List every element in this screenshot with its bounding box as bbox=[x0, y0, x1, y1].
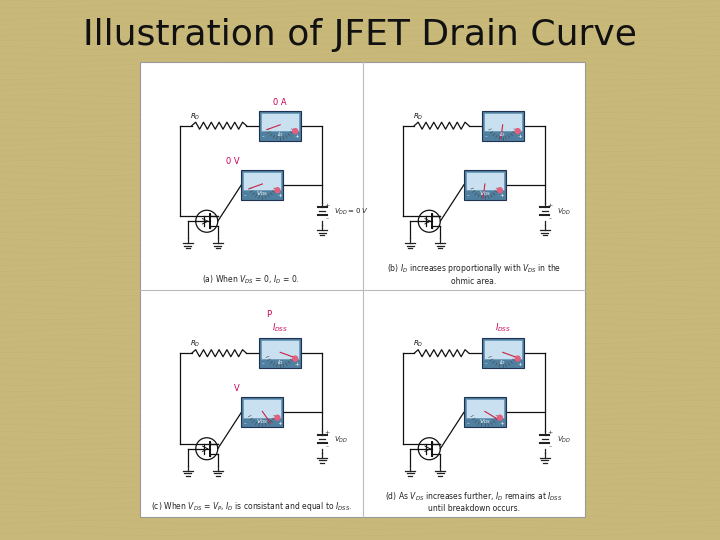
Text: $I_D$: $I_D$ bbox=[499, 357, 506, 367]
Bar bbox=[464, 397, 506, 427]
Circle shape bbox=[275, 415, 280, 420]
Text: $R_D$: $R_D$ bbox=[190, 339, 201, 349]
Text: P: P bbox=[266, 310, 271, 319]
Text: –: – bbox=[549, 217, 552, 221]
Text: $R_D$: $R_D$ bbox=[413, 339, 423, 349]
Circle shape bbox=[516, 129, 520, 133]
Text: $V_{DD}= 0\ V$: $V_{DD}= 0\ V$ bbox=[335, 207, 369, 217]
Circle shape bbox=[292, 129, 297, 133]
Text: –: – bbox=[485, 134, 487, 139]
Text: (c) When $V_{DS}$ = $V_P$, $I_D$ is consistant and equal to $I_{DSS}$.: (c) When $V_{DS}$ = $V_P$, $I_D$ is cons… bbox=[150, 500, 352, 513]
Text: $I_{DSS}$: $I_{DSS}$ bbox=[272, 322, 288, 334]
Text: 0 A: 0 A bbox=[274, 98, 287, 107]
Text: –: – bbox=[549, 444, 552, 449]
Text: –: – bbox=[244, 421, 247, 426]
Text: $R_D$: $R_D$ bbox=[413, 112, 423, 122]
Text: $R_D$: $R_D$ bbox=[190, 112, 201, 122]
Text: $V_{DD}$: $V_{DD}$ bbox=[335, 435, 348, 444]
Text: (a) When $V_{DS}$ = 0, $I_D$ = 0.: (a) When $V_{DS}$ = 0, $I_D$ = 0. bbox=[202, 273, 300, 286]
Text: $V_{DS}$: $V_{DS}$ bbox=[479, 417, 491, 426]
Bar bbox=[140, 62, 585, 517]
Text: $V_{DS}$: $V_{DS}$ bbox=[479, 190, 491, 198]
Circle shape bbox=[498, 188, 503, 193]
Bar bbox=[484, 113, 522, 131]
Circle shape bbox=[498, 415, 503, 420]
Text: –: – bbox=[467, 421, 469, 426]
Text: –: – bbox=[485, 362, 487, 367]
Bar bbox=[484, 340, 522, 359]
Text: +: + bbox=[325, 430, 330, 435]
Bar bbox=[243, 172, 282, 191]
Text: +: + bbox=[547, 430, 552, 435]
Bar bbox=[241, 397, 284, 427]
Text: +: + bbox=[294, 134, 300, 139]
Text: +: + bbox=[547, 202, 552, 207]
Bar bbox=[261, 340, 300, 359]
Text: +: + bbox=[294, 362, 300, 367]
Text: $V_{DD}$: $V_{DD}$ bbox=[557, 207, 571, 217]
Bar bbox=[466, 172, 504, 191]
Text: (b) $I_D$ increases proportionally with $V_{DS}$ in the
ohmic area.: (b) $I_D$ increases proportionally with … bbox=[387, 262, 561, 286]
Text: +: + bbox=[500, 193, 504, 198]
Circle shape bbox=[275, 188, 280, 193]
Text: –: – bbox=[262, 134, 264, 139]
Text: –: – bbox=[262, 362, 264, 367]
Text: $V_{DS}$: $V_{DS}$ bbox=[256, 417, 269, 426]
Text: –: – bbox=[326, 444, 329, 449]
Bar bbox=[243, 400, 282, 418]
Text: +: + bbox=[325, 202, 330, 207]
Text: +: + bbox=[277, 421, 282, 426]
Bar bbox=[261, 113, 300, 131]
Text: $V_{DD}$: $V_{DD}$ bbox=[557, 435, 571, 444]
Text: V: V bbox=[233, 384, 239, 393]
Bar bbox=[482, 111, 523, 141]
Text: –: – bbox=[467, 193, 469, 198]
Text: $I_D$: $I_D$ bbox=[499, 130, 506, 139]
Text: –: – bbox=[326, 217, 329, 221]
Bar bbox=[241, 170, 284, 200]
Text: –: – bbox=[244, 193, 247, 198]
Bar bbox=[482, 338, 523, 368]
Text: Illustration of JFET Drain Curve: Illustration of JFET Drain Curve bbox=[83, 18, 637, 52]
Circle shape bbox=[516, 356, 520, 361]
Circle shape bbox=[292, 356, 297, 361]
Text: +: + bbox=[277, 193, 282, 198]
Text: (d) As $V_{DS}$ increases further, $I_D$ remains at $I_{DSS}$
until breakdown oc: (d) As $V_{DS}$ increases further, $I_D$… bbox=[385, 490, 562, 513]
Text: +: + bbox=[517, 134, 522, 139]
Text: $I_D$: $I_D$ bbox=[276, 130, 284, 139]
Text: $V_{DS}$: $V_{DS}$ bbox=[256, 190, 269, 198]
Bar bbox=[259, 338, 301, 368]
Bar bbox=[259, 111, 301, 141]
Text: +: + bbox=[517, 362, 522, 367]
Text: $I_{DSS}$: $I_{DSS}$ bbox=[495, 322, 510, 334]
Text: $I_D$: $I_D$ bbox=[276, 357, 284, 367]
Bar bbox=[466, 400, 504, 418]
Text: 0 V: 0 V bbox=[226, 157, 239, 166]
Text: +: + bbox=[500, 421, 504, 426]
Bar bbox=[464, 170, 506, 200]
